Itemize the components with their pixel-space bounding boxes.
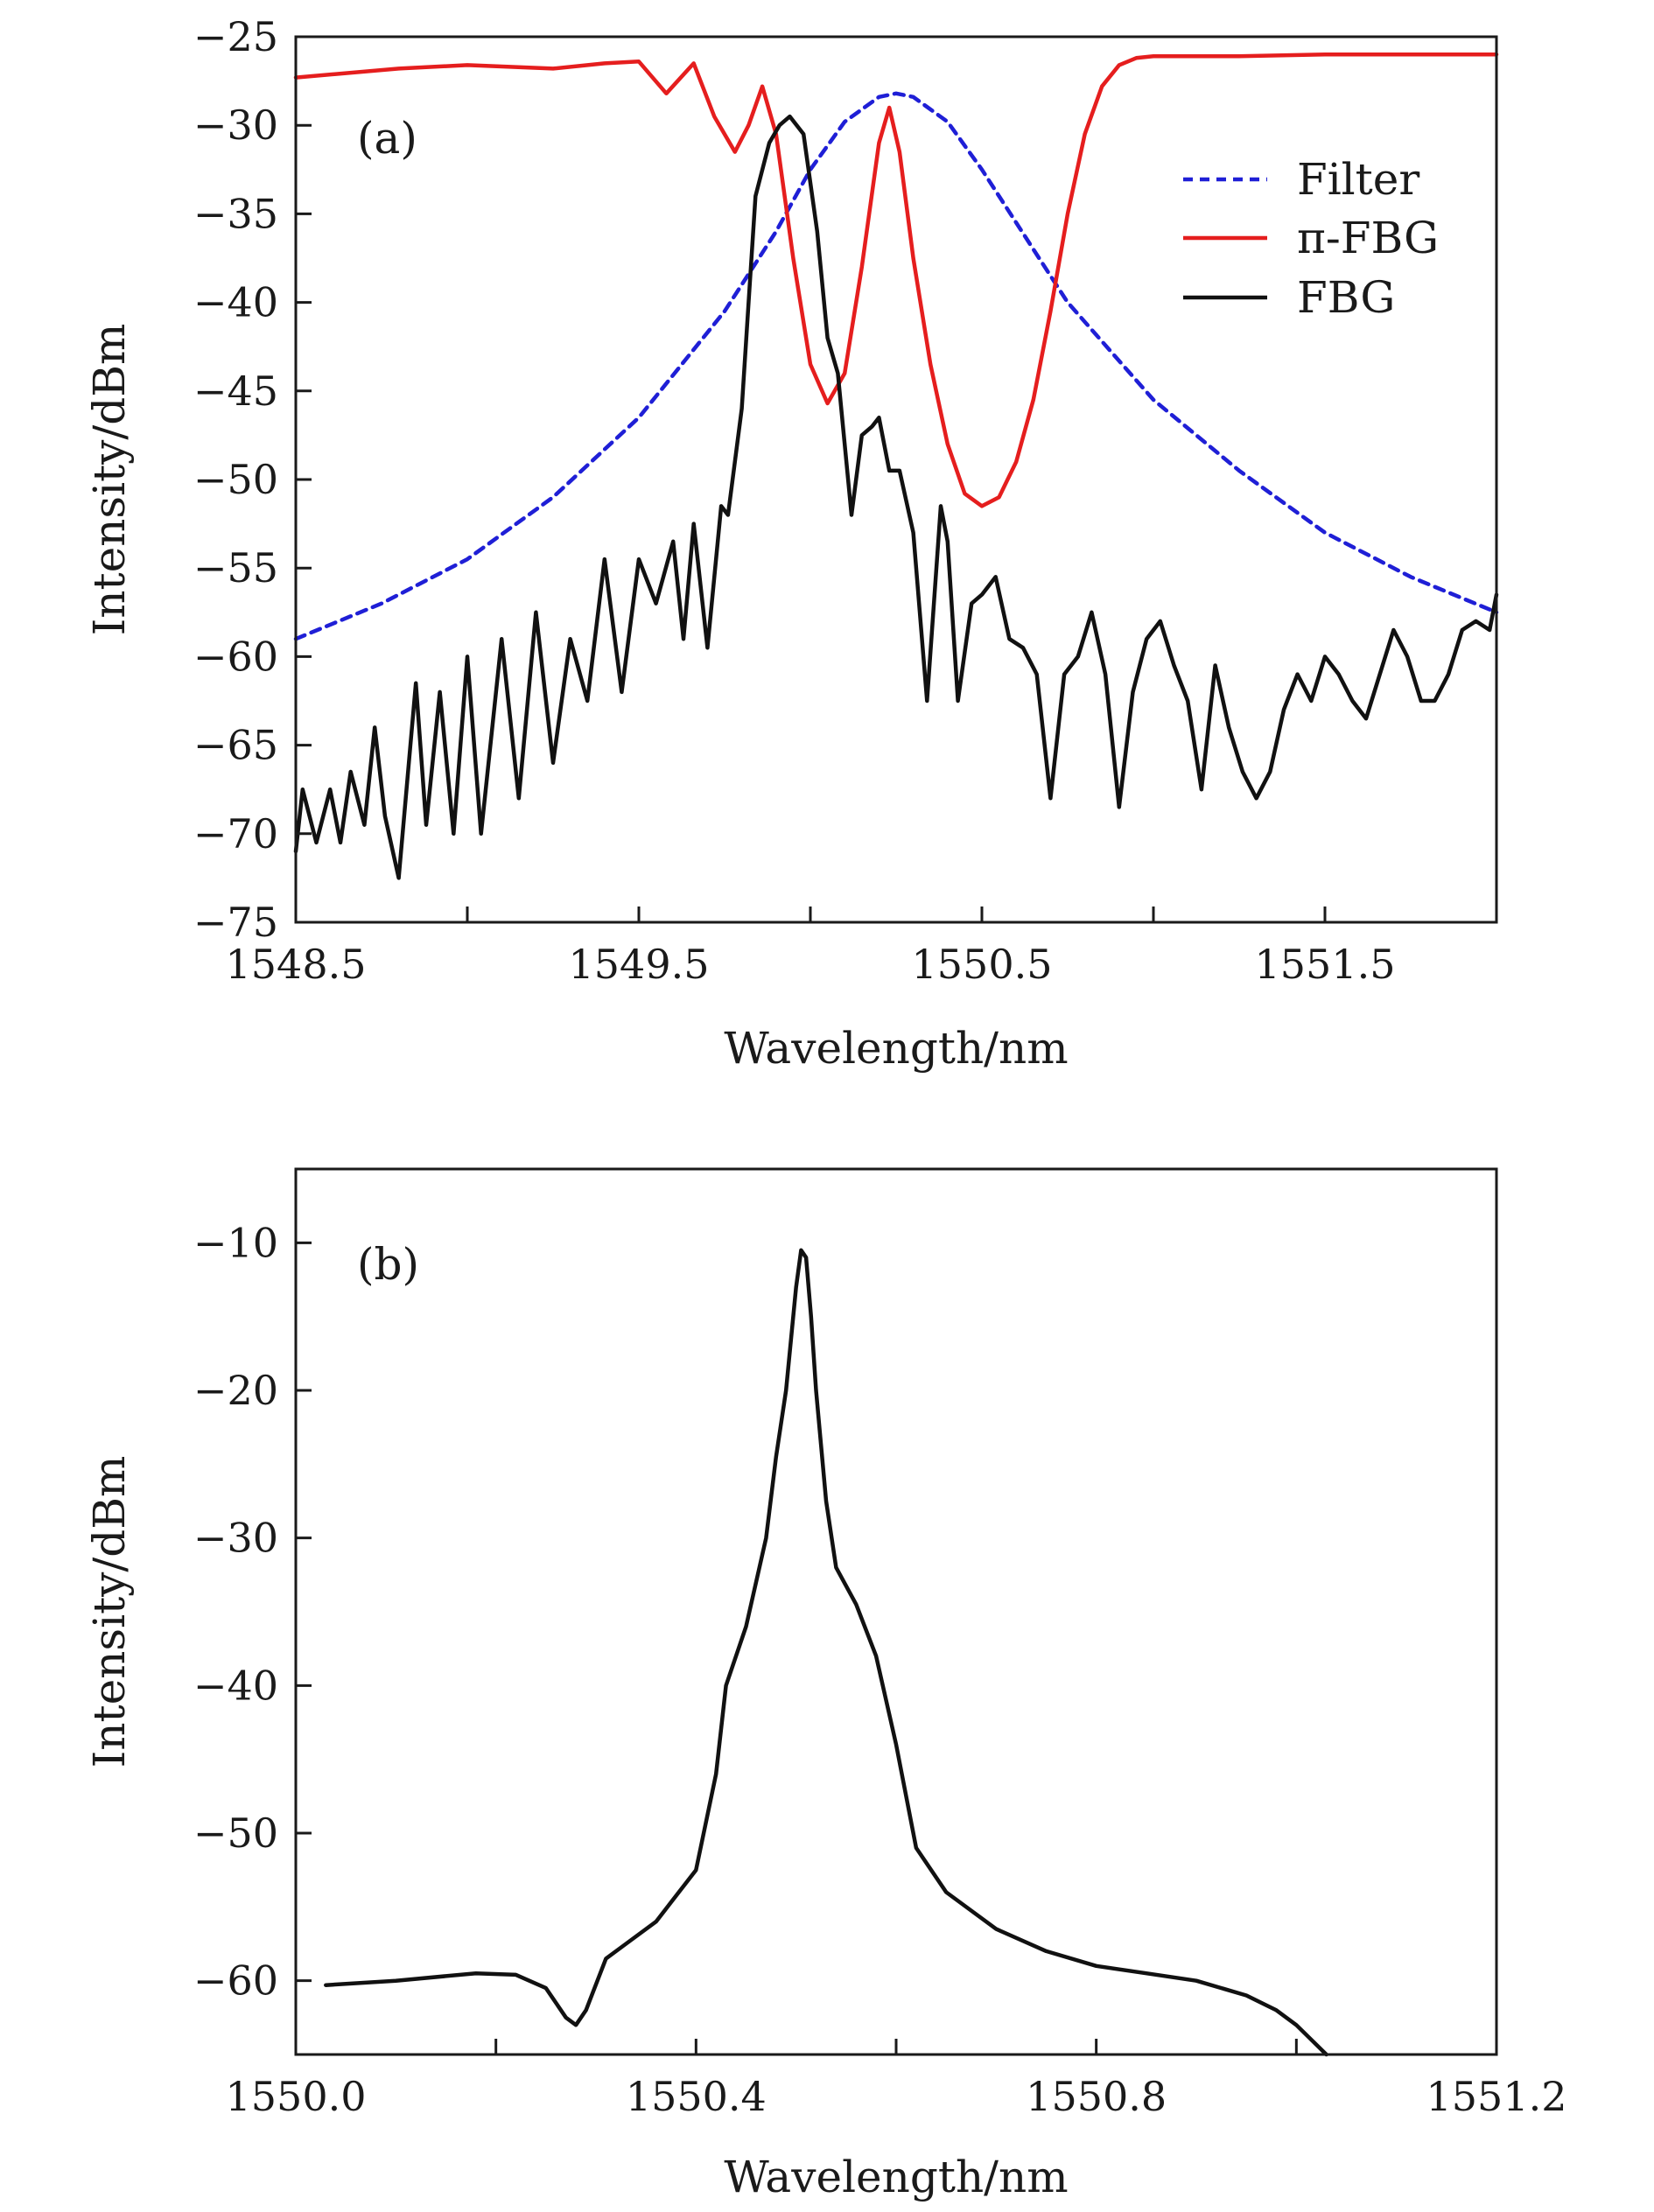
panel-b-y-tick-label: −20	[193, 1367, 278, 1414]
panel-a-ticks-group: 1548.5 1549.5 1550.5 1551.5 −75 −70 −65 −60 −55 −…	[193, 13, 1396, 988]
panel-b-series-group	[324, 1248, 1328, 2057]
panel-a-x-tick-label: 1551.5	[1255, 941, 1396, 988]
panel-b-y-tick-label: −60	[193, 1957, 278, 2005]
panel-a-y-axis-title: Intensity/dBm	[84, 324, 135, 636]
panel-a-series-line-fbg	[293, 114, 1499, 880]
panel-a-y-tick-label: −35	[193, 190, 278, 237]
legend-label-filter: Filter	[1297, 154, 1419, 205]
panel-b-label: (b)	[357, 1239, 419, 1290]
panel-b-y-tick-label: −40	[193, 1662, 278, 1709]
panel-b-series-line-trace	[324, 1248, 1328, 2057]
panel-b-ticks-group: 1550.0 1550.4 1550.8 1551.2 −60 −50 −40 −30 −20 −…	[193, 1219, 1567, 2120]
panel-b-y-tick-label: −10	[193, 1219, 278, 1266]
panel-b-x-tick-label: 1550.0	[226, 2073, 367, 2120]
panel-b-y-tick-label: −30	[193, 1515, 278, 1562]
panel-a-y-tick-label: −45	[193, 368, 278, 415]
panel-a-plot-frame	[294, 35, 1498, 924]
legend-label-pi-fbg: π-FBG	[1297, 213, 1439, 263]
panel-b-chart: 1550.0 1550.4 1550.8 1551.2 −60 −50 −40 −30 −20 −…	[84, 1167, 1567, 2202]
panel-b-x-tick-label: 1550.8	[1026, 2073, 1167, 2120]
panel-a-y-tick-label: −40	[193, 279, 278, 326]
panel-a-chart: 1548.5 1549.5 1550.5 1551.5 −75 −70 −65 −60 −55 −…	[84, 13, 1499, 1074]
panel-a-y-tick-label: −70	[193, 810, 278, 858]
panel-a-y-tick-label: −65	[193, 722, 278, 769]
panel-b-plot-frame	[294, 1167, 1498, 2056]
panel-a-y-tick-label: −75	[193, 899, 278, 946]
panel-b-y-axis-title: Intensity/dBm	[84, 1456, 135, 1768]
panel-b-x-tick-label: 1551.2	[1426, 2073, 1567, 2120]
panel-a-series-group	[293, 52, 1499, 880]
panel-b-y-tick-label: −50	[193, 1810, 278, 1857]
panel-a-y-tick-label: −25	[193, 13, 278, 60]
panel-a-label: (a)	[357, 113, 417, 164]
panel-a-y-tick-label: −50	[193, 456, 278, 503]
panel-a-x-tick-label: 1549.5	[569, 941, 710, 988]
panel-b-x-tick-label: 1550.4	[626, 2073, 767, 2120]
panel-a-y-tick-label: −55	[193, 544, 278, 592]
panel-a-y-tick-label: −60	[193, 633, 278, 680]
panel-a-x-tick-label: 1548.5	[226, 941, 367, 988]
panel-b-x-axis-title: Wavelength/nm	[724, 2152, 1068, 2202]
legend-label-fbg: FBG	[1297, 272, 1395, 323]
panel-a-x-axis-title: Wavelength/nm	[724, 1023, 1068, 1074]
panel-a-series-line-filter	[293, 91, 1499, 641]
panel-a-legend: Filter π-FBG FBG	[1183, 154, 1439, 323]
panel-a-x-tick-label: 1550.5	[912, 941, 1053, 988]
panel-a-series-line--fbg	[293, 52, 1499, 508]
panel-a-y-tick-label: −30	[193, 102, 278, 149]
